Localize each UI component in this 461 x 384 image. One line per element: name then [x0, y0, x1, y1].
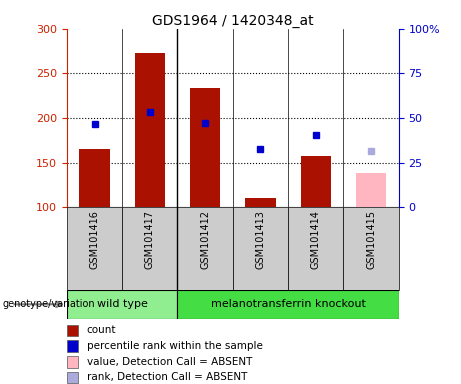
Bar [245, 199, 276, 207]
Bar [177, 207, 233, 290]
Text: GSM101414: GSM101414 [311, 210, 321, 269]
Text: melanotransferrin knockout: melanotransferrin knockout [211, 299, 366, 310]
Bar [67, 324, 78, 336]
Text: GSM101415: GSM101415 [366, 210, 376, 269]
Bar [356, 174, 386, 207]
Text: wild type: wild type [97, 299, 148, 310]
Bar [190, 88, 220, 207]
Text: value, Detection Call = ABSENT: value, Detection Call = ABSENT [87, 357, 252, 367]
Text: GSM101416: GSM101416 [89, 210, 100, 269]
Text: GSM101413: GSM101413 [255, 210, 266, 269]
Text: count: count [87, 326, 116, 336]
Bar [135, 53, 165, 207]
Bar [67, 372, 78, 383]
Text: genotype/variation: genotype/variation [2, 299, 95, 310]
Text: GSM101412: GSM101412 [200, 210, 210, 269]
Bar [79, 149, 110, 207]
Bar [301, 156, 331, 207]
Bar [67, 356, 78, 368]
Bar [67, 340, 78, 352]
Bar [122, 207, 177, 290]
Bar [67, 207, 122, 290]
Text: rank, Detection Call = ABSENT: rank, Detection Call = ABSENT [87, 372, 247, 382]
Bar [177, 290, 399, 319]
Bar [288, 207, 343, 290]
Bar [233, 207, 288, 290]
Text: percentile rank within the sample: percentile rank within the sample [87, 341, 263, 351]
Title: GDS1964 / 1420348_at: GDS1964 / 1420348_at [152, 14, 313, 28]
Text: GSM101417: GSM101417 [145, 210, 155, 269]
Bar [67, 290, 177, 319]
Bar [343, 207, 399, 290]
